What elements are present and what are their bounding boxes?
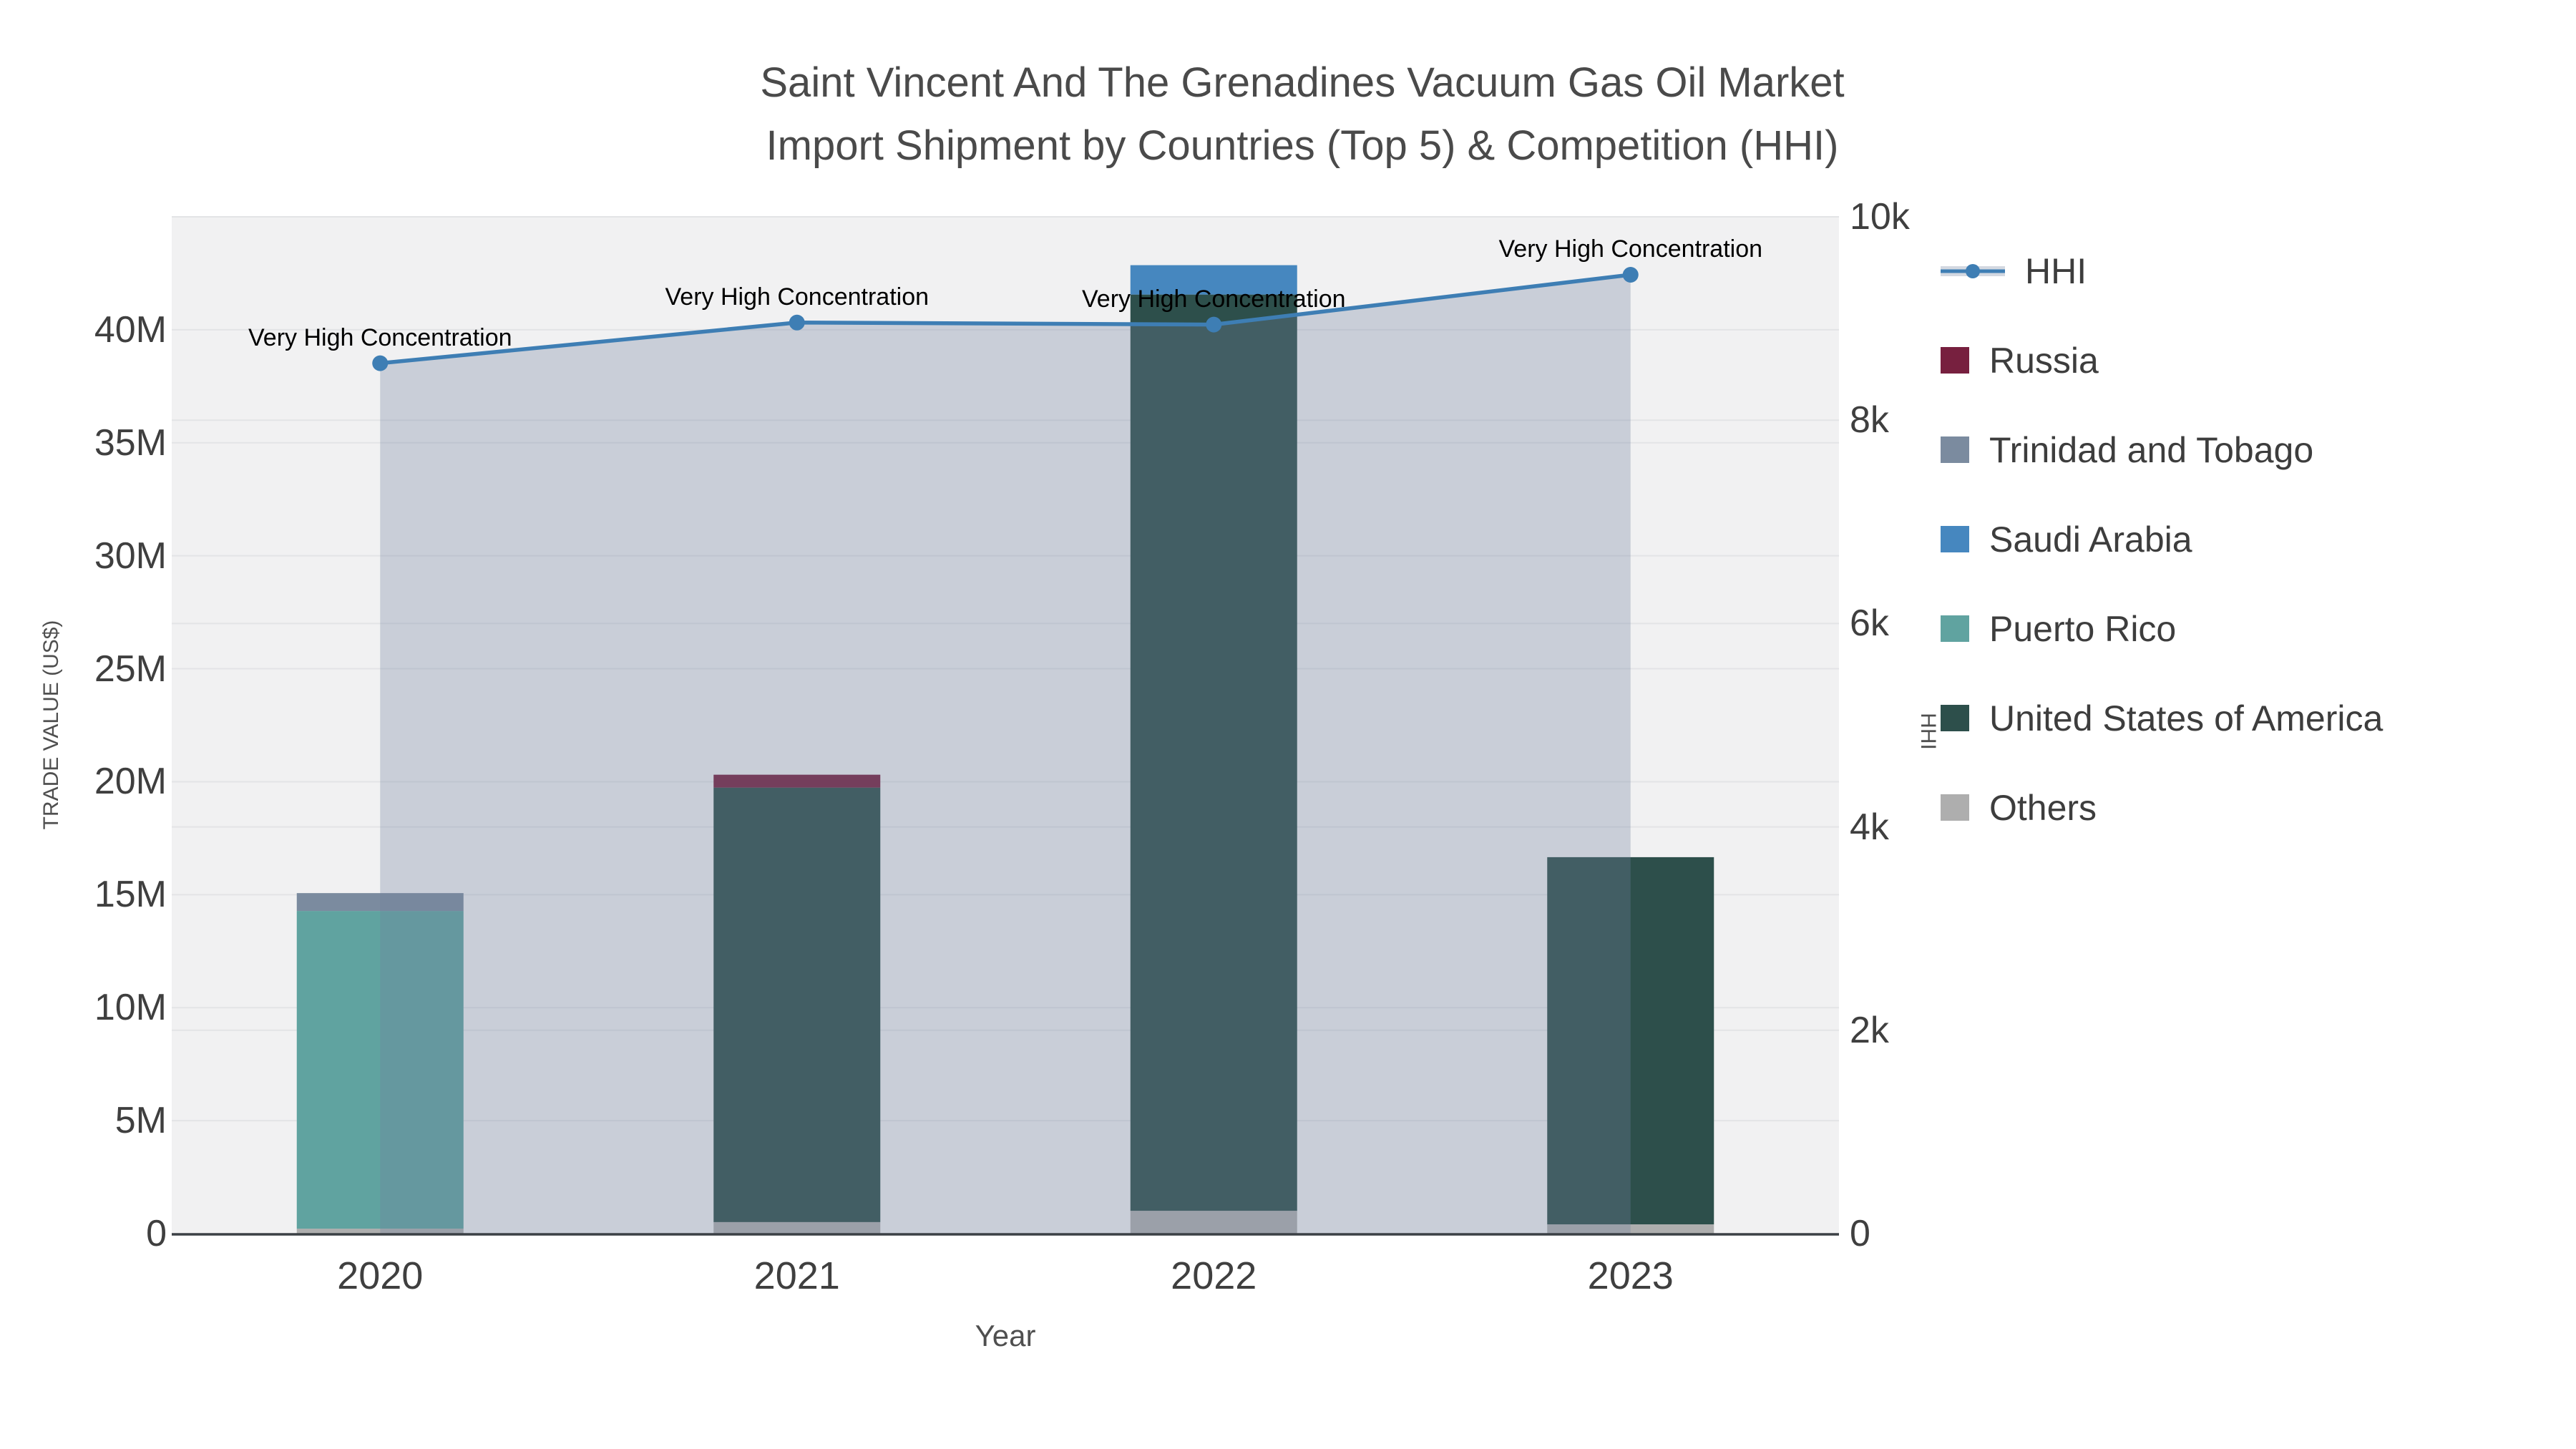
hhi-marker-2022[interactable]	[1206, 316, 1222, 333]
bar-segment-others-2020[interactable]	[296, 1229, 464, 1234]
legend-label: Others	[1989, 787, 2097, 828]
y-right-tick-4k: 4k	[1850, 806, 1889, 848]
legend-label: HHI	[2025, 250, 2087, 291]
y-right-tick-2k: 2k	[1850, 1009, 1889, 1051]
bar-segment-others-2023[interactable]	[1547, 1224, 1714, 1234]
legend-label: Puerto Rico	[1989, 608, 2177, 649]
y-left-tick-35M: 35M	[94, 421, 167, 464]
chart-title-line2: Import Shipment by Countries (Top 5) & C…	[766, 122, 1839, 169]
chart-title: Saint Vincent And The Grenadines Vacuum …	[760, 52, 1844, 177]
y-left-tick-0: 0	[146, 1213, 167, 1254]
legend-item-others[interactable]: Others	[1941, 763, 2383, 852]
x-axis-title: Year	[975, 1319, 1036, 1352]
y-left-tick-10M: 10M	[94, 987, 167, 1029]
y-right-tick-6k: 6k	[1850, 602, 1889, 645]
bar-segment-united-states-of-america-2022[interactable]	[1130, 294, 1297, 1211]
legend-item-trinidad-and-tobago[interactable]: Trinidad and Tobago	[1941, 405, 2383, 494]
y-right-axis-title: HHI	[1916, 713, 1940, 750]
x-tick-2022: 2022	[1171, 1254, 1257, 1297]
legend-item-saudi-arabia[interactable]: Saudi Arabia	[1941, 494, 2383, 584]
legend-color-swatch	[1941, 436, 1969, 463]
bar-segment-saudi-arabia-2022[interactable]	[1130, 265, 1297, 295]
legend: HHI Russia Trinidad and Tobago Saudi Arabia…	[1941, 226, 2383, 852]
legend-label: Trinidad and Tobago	[1989, 429, 2314, 470]
hhi-line	[379, 273, 1631, 366]
legend-item-hhi[interactable]: HHI	[1941, 226, 2383, 316]
bar-segment-others-2021[interactable]	[713, 1221, 881, 1234]
legend-color-swatch	[1941, 347, 1969, 374]
bar-segment-russia-2021[interactable]	[713, 774, 881, 788]
annotation-2023: Very High Concentration	[1498, 235, 1763, 263]
y-left-tick-15M: 15M	[94, 874, 167, 916]
x-tick-2020: 2020	[337, 1254, 424, 1297]
y-right-tick-10k: 10k	[1850, 196, 1910, 238]
y-left-tick-25M: 25M	[94, 648, 167, 690]
x-tick-2021: 2021	[753, 1254, 840, 1297]
x-tick-2023: 2023	[1587, 1254, 1674, 1297]
legend-label: United States of America	[1989, 698, 2384, 738]
bar-segment-united-states-of-america-2023[interactable]	[1547, 857, 1714, 1225]
legend-label: Russia	[1989, 340, 2099, 381]
annotation-2021: Very High Concentration	[665, 283, 930, 311]
y-right-tick-8k: 8k	[1850, 399, 1889, 441]
y-right-tick-0: 0	[1850, 1213, 1870, 1254]
bar-segment-others-2022[interactable]	[1130, 1211, 1297, 1234]
bar-segment-trinidad-and-tobago-2020[interactable]	[296, 893, 464, 912]
legend-item-russia[interactable]: Russia	[1941, 316, 2383, 405]
bar-segment-puerto-rico-2020[interactable]	[296, 911, 464, 1229]
legend-item-puerto-rico[interactable]: Puerto Rico	[1941, 584, 2383, 673]
legend-color-swatch	[1941, 615, 1969, 642]
y-left-tick-5M: 5M	[114, 1100, 167, 1142]
y-left-tick-20M: 20M	[94, 761, 167, 803]
legend-color-swatch	[1941, 794, 1969, 821]
bar-segment-united-states-of-america-2021[interactable]	[713, 787, 881, 1222]
legend-label: Saudi Arabia	[1989, 519, 2192, 560]
hhi-marker-2023[interactable]	[1622, 266, 1639, 283]
annotation-2020: Very High Concentration	[248, 323, 512, 351]
hhi-marker-2020[interactable]	[372, 355, 389, 371]
legend-line-swatch	[1941, 263, 2005, 278]
legend-item-united-states-of-america[interactable]: United States of America	[1941, 673, 2383, 763]
y-left-axis-title: TRADE VALUE (US$)	[39, 620, 63, 830]
annotation-2022: Very High Concentration	[1081, 285, 1346, 313]
hhi-area-fill	[380, 274, 1631, 1234]
legend-color-swatch	[1941, 705, 1969, 731]
y-left-tick-40M: 40M	[94, 308, 167, 351]
legend-color-swatch	[1941, 526, 1969, 552]
hhi-marker-2021[interactable]	[789, 314, 805, 331]
chart-title-line1: Saint Vincent And The Grenadines Vacuum …	[760, 59, 1845, 106]
y-left-tick-30M: 30M	[94, 535, 167, 577]
